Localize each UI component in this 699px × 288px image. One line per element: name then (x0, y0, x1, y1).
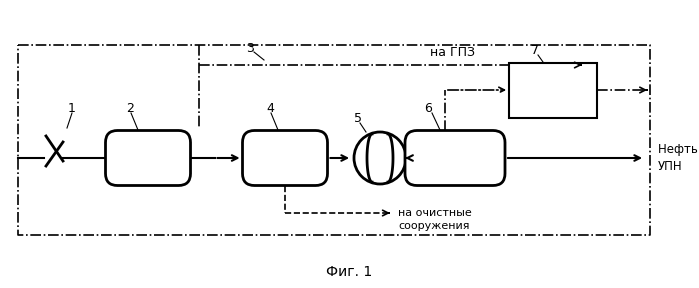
Text: Фиг. 1: Фиг. 1 (326, 265, 372, 279)
Bar (509, 62, 597, 118)
Text: 7: 7 (531, 43, 539, 56)
Text: Нефть на
УПН: Нефть на УПН (658, 143, 699, 173)
Text: 3: 3 (246, 41, 254, 54)
Text: на ГПЗ: на ГПЗ (430, 46, 475, 60)
Text: на очистные
сооружения: на очистные сооружения (398, 208, 472, 231)
Text: 6: 6 (424, 101, 432, 115)
FancyBboxPatch shape (243, 130, 328, 185)
Text: 4: 4 (266, 101, 274, 115)
Text: 5: 5 (354, 111, 362, 124)
FancyBboxPatch shape (405, 130, 505, 185)
Text: 1: 1 (68, 101, 76, 115)
FancyBboxPatch shape (106, 130, 191, 185)
Text: 2: 2 (126, 101, 134, 115)
